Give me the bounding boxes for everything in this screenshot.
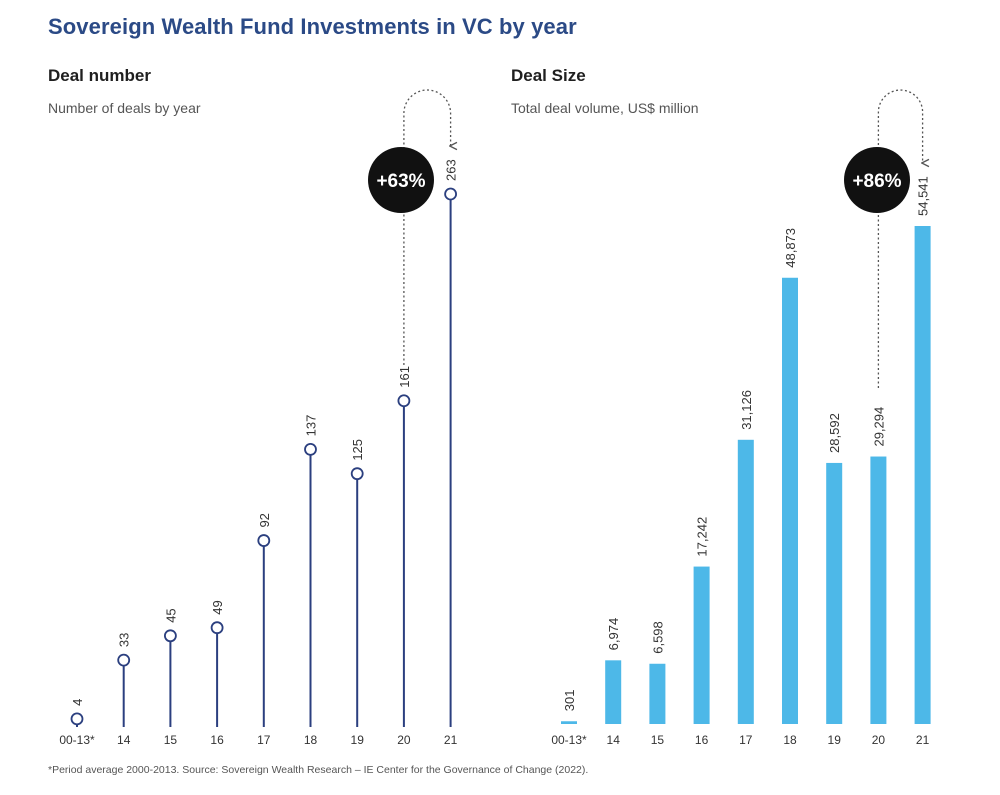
x-tick-label-7: 20 — [397, 733, 411, 747]
growth-badge-left-text: +63% — [376, 171, 425, 192]
x-tick-label-6: 19 — [351, 733, 365, 747]
x-tick-label-3: 16 — [210, 733, 224, 747]
value-label-7: 161 — [397, 366, 412, 388]
bar-x-tick-label-0: 00-13* — [551, 733, 587, 747]
bar-x-tick-label-8: 21 — [916, 733, 930, 747]
bar-8 — [914, 226, 931, 724]
value-label-5: 137 — [304, 415, 319, 437]
bar-value-label-6: 28,592 — [827, 413, 842, 453]
page-title: Sovereign Wealth Fund Investments in VC … — [48, 14, 577, 39]
growth-arrow-left — [403, 89, 451, 365]
lollipop-point-7 — [397, 394, 411, 408]
bar-x-tick-label-6: 19 — [828, 733, 842, 747]
bar-value-label-4: 31,126 — [739, 390, 754, 430]
value-label-2: 45 — [163, 608, 178, 622]
footnote: *Period average 2000-2013. Source: Sover… — [48, 764, 589, 776]
bar-x-tick-label-4: 17 — [739, 733, 753, 747]
deal-size-subtitle: Total deal volume, US$ million — [511, 100, 699, 116]
bar-value-label-0: 301 — [562, 690, 577, 712]
lollipop-point-6 — [350, 467, 364, 481]
lollipop-point-8 — [444, 187, 458, 201]
x-tick-label-0: 00-13* — [59, 733, 95, 747]
value-label-4: 92 — [257, 513, 272, 527]
bar-value-label-2: 6,598 — [650, 621, 665, 654]
bar-3 — [693, 566, 710, 724]
x-tick-label-8: 21 — [444, 733, 458, 747]
bar-x-tick-label-3: 16 — [695, 733, 709, 747]
lollipop-point-3 — [210, 621, 224, 635]
growth-badge-left — [368, 147, 434, 213]
deal-number-subtitle: Number of deals by year — [48, 100, 201, 116]
x-tick-label-1: 14 — [117, 733, 131, 747]
bar-value-label-1: 6,974 — [606, 618, 621, 651]
deal-number-title: Deal number — [48, 66, 151, 85]
growth-badge-right-text: +86% — [852, 171, 901, 192]
bar-value-label-5: 48,873 — [783, 228, 798, 268]
bar-x-tick-label-7: 20 — [872, 733, 886, 747]
x-tick-label-5: 18 — [304, 733, 318, 747]
bar-6 — [826, 462, 843, 724]
value-label-1: 33 — [117, 633, 132, 647]
bar-x-tick-label-2: 15 — [651, 733, 665, 747]
value-label-0: 4 — [70, 699, 85, 706]
lollipop-point-0 — [70, 712, 84, 726]
value-label-8: 263 — [444, 159, 459, 181]
bar-4 — [737, 439, 754, 724]
lollipop-point-4 — [257, 534, 271, 547]
bar-x-tick-label-1: 14 — [607, 733, 621, 747]
bar-value-label-7: 29,294 — [871, 407, 886, 447]
value-label-3: 49 — [210, 600, 225, 614]
bar-1 — [605, 660, 622, 724]
bar-x-tick-label-5: 18 — [783, 733, 797, 747]
growth-badge-right — [844, 147, 910, 213]
bar-7 — [870, 456, 887, 724]
bar-2 — [649, 663, 666, 724]
lollipop-point-5 — [304, 442, 317, 456]
lollipop-point-2 — [163, 629, 177, 643]
value-label-6: 125 — [350, 439, 365, 461]
bar-value-label-3: 17,242 — [695, 517, 710, 557]
bar-5 — [782, 277, 798, 724]
bar-value-label-8: 54,541 — [916, 176, 931, 216]
x-tick-label-2: 15 — [164, 733, 178, 747]
bar-0 — [561, 721, 577, 724]
lollipop-point-1 — [117, 653, 131, 667]
growth-arrow-right — [877, 89, 922, 388]
x-tick-label-4: 17 — [257, 733, 271, 747]
deal-size-title: Deal Size — [511, 66, 586, 85]
